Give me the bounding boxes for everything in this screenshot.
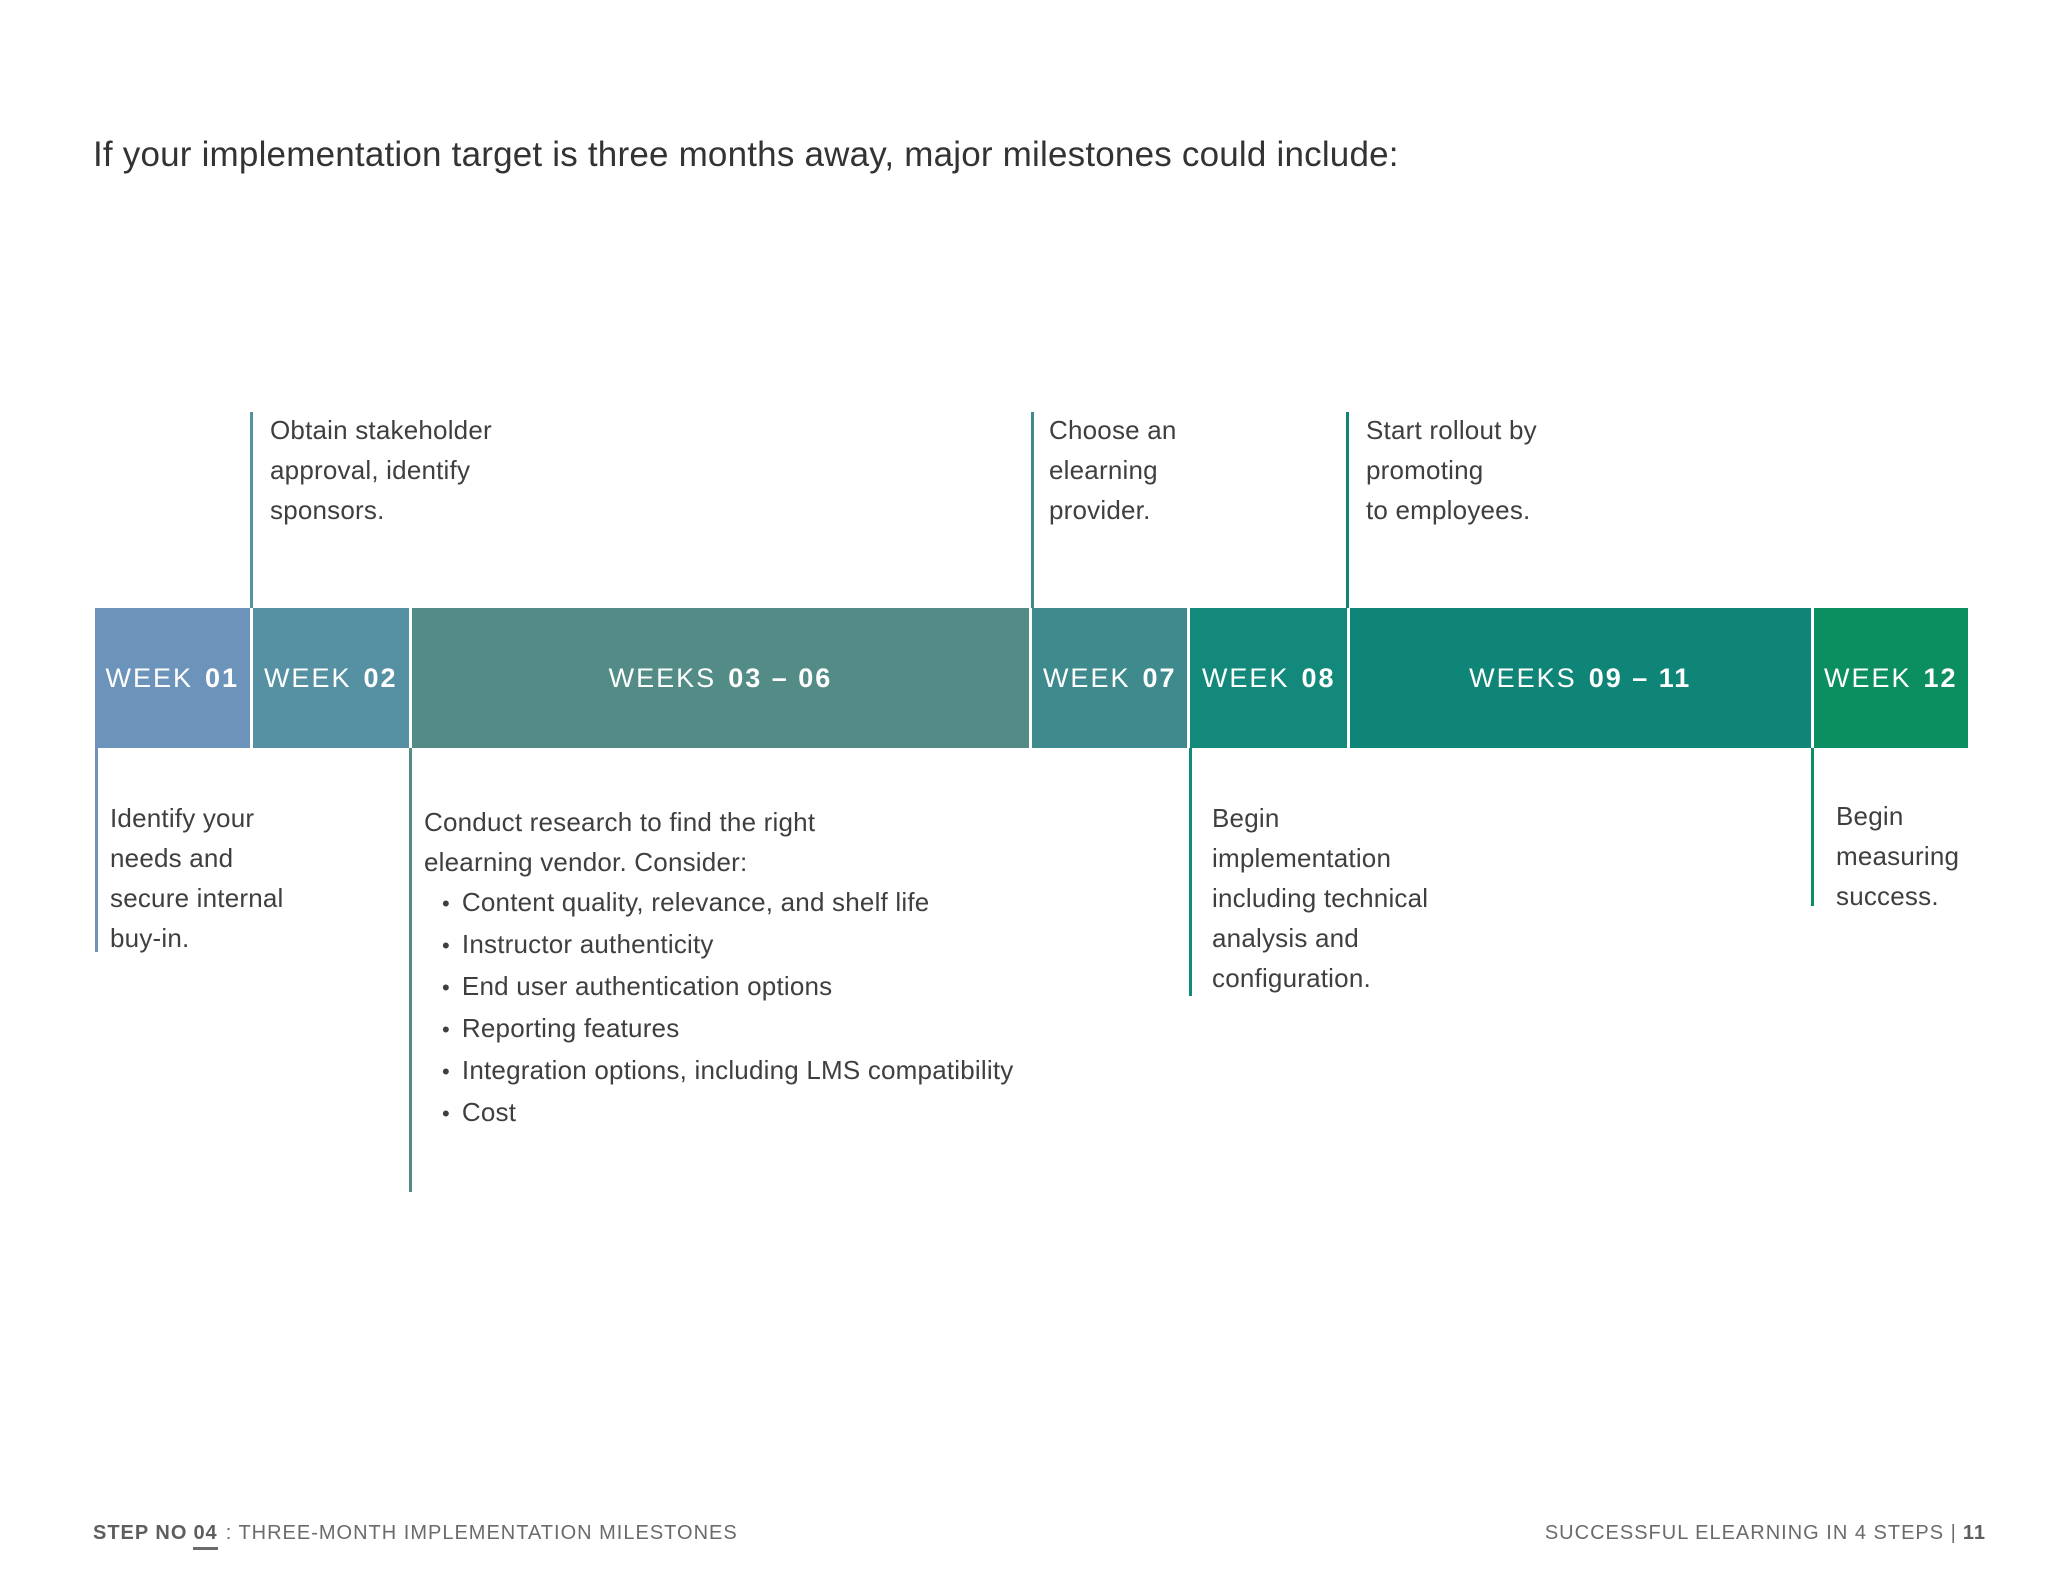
- segment-label: WEEK: [1201, 662, 1290, 693]
- annotation-obtain-stakeholder-approval: Obtain stakeholder approval, identify sp…: [270, 410, 492, 530]
- annotation-line: to employees.: [1366, 495, 1531, 525]
- annotation-line: including technical: [1212, 883, 1429, 913]
- timeline-segment-week-02: WEEK 02: [252, 608, 409, 748]
- timeline-segment-week-01: WEEK 01: [95, 608, 250, 748]
- annotation-begin-measuring: Begin measuring success.: [1836, 796, 1959, 916]
- footer-step-label: STEP NO: [93, 1522, 188, 1544]
- annotation-line: Identify your: [110, 803, 255, 833]
- bullet-item: Cost: [424, 1092, 1034, 1134]
- annotation-begin-implementation: Begin implementation including technical…: [1212, 798, 1428, 998]
- segment-number: 01: [204, 662, 240, 693]
- annotation-line: elearning: [1049, 455, 1158, 485]
- connector-line-week-08: [1189, 748, 1192, 996]
- annotation-line: promoting: [1366, 455, 1484, 485]
- annotation-line: analysis and: [1212, 923, 1359, 953]
- segment-label: WEEK: [263, 662, 352, 693]
- timeline-segment-weeks-03-06: WEEKS 03 – 06: [411, 608, 1029, 748]
- annotation-conduct-research: Conduct research to find the right elear…: [424, 802, 1034, 1134]
- annotation-line: Choose an: [1049, 415, 1177, 445]
- bullet-item: Instructor authenticity: [424, 924, 1034, 966]
- segment-number: 07: [1142, 662, 1177, 693]
- footer-right-text: SUCCESSFUL ELEARNING IN 4 STEPS |: [1544, 1522, 1957, 1544]
- connector-line-week-02: [250, 412, 253, 608]
- segment-number: 12: [1923, 662, 1958, 693]
- annotation-identify-needs: Identify your needs and secure internal …: [110, 798, 284, 958]
- page-number: 11: [1962, 1522, 1986, 1544]
- segment-label: WEEK: [105, 662, 193, 693]
- annotation-start-rollout: Start rollout by promoting to employees.: [1366, 410, 1537, 530]
- annotation-line: provider.: [1049, 495, 1151, 525]
- annotation-line: Obtain stakeholder: [270, 415, 492, 445]
- connector-line-week-12: [1811, 748, 1814, 906]
- bullet-item: Integration options, including LMS compa…: [424, 1050, 1034, 1092]
- annotation-choose-provider: Choose an elearning provider.: [1049, 410, 1177, 530]
- connector-line-week-01: [95, 748, 98, 952]
- segment-label: WEEK: [1042, 662, 1131, 693]
- page-title: If your implementation target is three m…: [93, 135, 1399, 174]
- timeline-bar: WEEK 01 WEEK 02 WEEKS 03 – 06 WEEK 07 WE…: [95, 608, 1968, 748]
- annotation-line: needs and: [110, 843, 234, 873]
- annotation-line: Conduct research to find the right: [424, 807, 816, 837]
- segment-label: WEEKS: [608, 662, 717, 693]
- annotation-line: success.: [1836, 881, 1939, 911]
- annotation-line: buy-in.: [110, 923, 190, 953]
- connector-line-weeks-09-11: [1346, 412, 1349, 608]
- segment-number: 09 – 11: [1588, 662, 1692, 693]
- segment-number: 08: [1301, 662, 1336, 693]
- footer-left-text: : THREE-MONTH IMPLEMENTATION MILESTONES: [225, 1522, 738, 1544]
- segment-number: 03 – 06: [728, 662, 833, 693]
- annotation-line: elearning vendor. Consider:: [424, 847, 748, 877]
- segment-label: WEEKS: [1469, 662, 1577, 693]
- annotation-line: Begin: [1836, 801, 1904, 831]
- connector-line-week-07: [1031, 412, 1034, 608]
- annotation-line: Start rollout by: [1366, 415, 1537, 445]
- segment-label: WEEK: [1823, 662, 1912, 693]
- step-number: 04: [193, 1522, 218, 1550]
- bullet-item: Content quality, relevance, and shelf li…: [424, 882, 1034, 924]
- footer-right: SUCCESSFUL ELEARNING IN 4 STEPS | 11: [1545, 1522, 1986, 1545]
- annotation-line: measuring: [1836, 841, 1960, 871]
- annotation-line: sponsors.: [270, 495, 385, 525]
- footer-left: STEP NO 04 : THREE-MONTH IMPLEMENTATION MI…: [93, 1522, 738, 1550]
- connector-line-weeks-03-06: [409, 748, 412, 1192]
- annotation-line: approval, identify: [270, 455, 471, 485]
- annotation-line: Begin: [1212, 803, 1280, 833]
- timeline-segment-week-12: WEEK 12: [1813, 608, 1968, 748]
- bullet-item: End user authentication options: [424, 966, 1034, 1008]
- annotation-line: implementation: [1212, 843, 1392, 873]
- timeline-segment-week-08: WEEK 08: [1190, 608, 1347, 748]
- annotation-line: secure internal: [110, 883, 284, 913]
- timeline-segment-week-07: WEEK 07: [1032, 608, 1188, 748]
- bullet-item: Reporting features: [424, 1008, 1034, 1050]
- annotation-line: configuration.: [1212, 963, 1371, 993]
- timeline-segment-weeks-09-11: WEEKS 09 – 11: [1349, 608, 1811, 748]
- segment-number: 02: [363, 662, 398, 693]
